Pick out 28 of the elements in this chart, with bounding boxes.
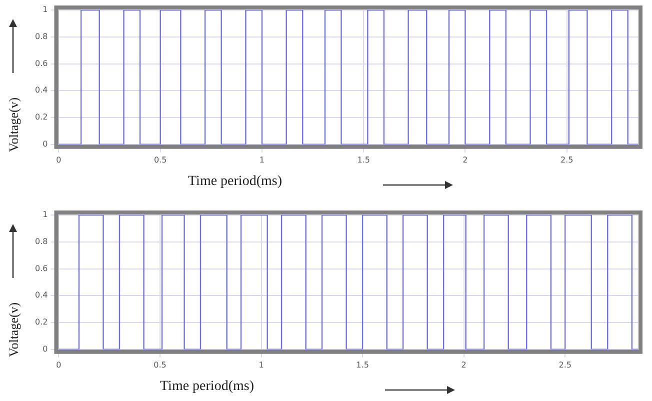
x-tick-label: 2.5 [558,360,572,370]
y-tick-label: 0 [42,139,48,148]
y-axis-title: Voltage(v) [6,97,22,152]
x-axis-title: Time period(ms) [160,379,254,395]
y-tick-label: 0.4 [34,86,48,95]
y-tick-label: 0.8 [34,32,48,41]
x-tick-label: 0 [56,155,62,164]
x-tick-label: 1 [258,360,264,370]
y-tick-label: 0.2 [34,318,48,327]
y-axis-title: Voltage(v) [6,302,22,357]
y-tick-label: 0.2 [34,112,48,122]
x-tick-label: 0.5 [154,155,167,164]
x-tick-label: 1 [259,155,265,164]
y-tick-label: 0.6 [34,58,48,68]
x-tick-label: 2.5 [560,155,574,164]
x-tick-label: 2 [462,155,468,164]
x-tick-label: 0 [56,360,62,370]
y-tick-label: 0.8 [34,236,48,246]
x-tick-label: 2 [461,360,466,370]
x-tick-label: 1.5 [356,360,369,370]
y-tick-label: 0 [42,344,48,354]
x-tick-label: 0.5 [154,360,166,370]
y-tick-label: 0.4 [34,290,48,300]
y-tick-label: 1 [42,210,48,220]
x-tick-label: 1.5 [357,155,370,164]
y-tick-label: 0.6 [34,264,48,273]
x-axis-title: Time period(ms) [188,174,282,190]
y-tick-label: 1 [42,5,48,14]
